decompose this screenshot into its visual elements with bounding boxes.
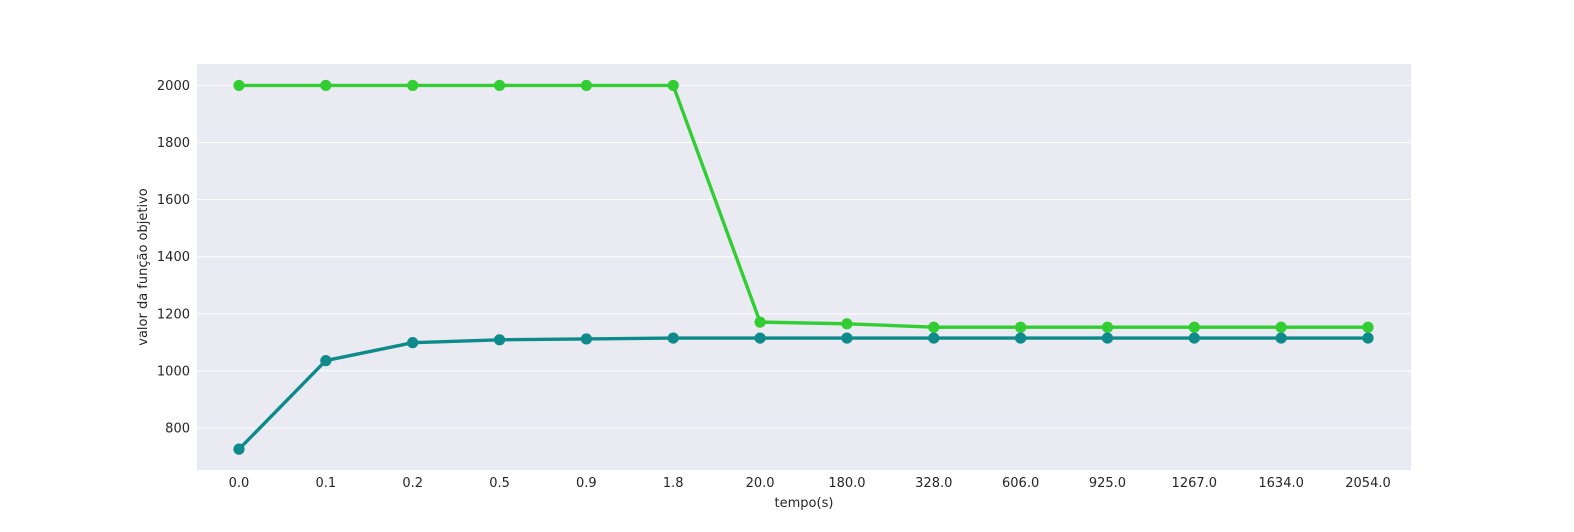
y-tick-label: 1800: [157, 136, 190, 151]
x-tick-label: 328.0: [915, 476, 952, 491]
x-tick-label: 925.0: [1089, 476, 1126, 491]
x-tick-label: 0.1: [316, 476, 337, 491]
data-point: [754, 332, 766, 344]
y-tick-label: 1600: [157, 193, 190, 208]
y-tick-label: 1200: [157, 307, 190, 322]
x-tick-label: 2054.0: [1345, 476, 1391, 491]
y-axis-ticks: 800 1000 1200 1400 1600 1800 2000: [157, 79, 190, 437]
x-tick-label: 0.0: [229, 476, 250, 491]
data-point: [1101, 321, 1114, 333]
series-1: [233, 79, 1374, 333]
data-point: [1275, 332, 1287, 344]
data-point: [1015, 321, 1027, 333]
data-point: [841, 332, 853, 344]
data-point: [1101, 332, 1114, 344]
x-axis-title: tempo(s): [775, 496, 834, 511]
x-tick-label: 1267.0: [1172, 476, 1218, 491]
x-tick-label: 0.9: [576, 476, 597, 491]
data-point: [1188, 332, 1200, 344]
x-tick-label: 0.5: [489, 476, 510, 491]
series-line: [237, 336, 1370, 451]
x-tick-label: 0.2: [402, 476, 423, 491]
data-point: [407, 79, 419, 92]
series-2: [233, 332, 1374, 455]
series-line: [237, 83, 1370, 329]
data-point: [1015, 332, 1027, 344]
data-point: [320, 79, 332, 92]
data-point: [754, 316, 766, 328]
data-point: [493, 79, 506, 92]
data-point: [1275, 321, 1287, 333]
x-tick-label: 1.8: [663, 476, 684, 491]
data-point: [667, 79, 679, 92]
plot-area: [197, 64, 1411, 470]
data-point: [928, 332, 940, 344]
data-point: [233, 443, 245, 455]
data-point: [580, 333, 592, 345]
x-tick-label: 20.0: [746, 476, 775, 491]
data-point: [233, 79, 245, 92]
x-tick-label: 180.0: [828, 476, 865, 491]
x-axis-ticks: 0.0 0.1 0.2 0.5 0.9 1.8 20.0 180.0 328.0 606.0 925…: [229, 476, 1391, 491]
y-tick-label: 800: [165, 422, 190, 437]
y-axis-title: valor da função objetivo: [136, 188, 151, 346]
data-point: [320, 355, 332, 367]
x-tick-label: 1634.0: [1258, 476, 1304, 491]
data-point: [493, 334, 506, 346]
data-point: [841, 318, 853, 330]
y-tick-label: 1400: [157, 250, 190, 265]
data-point: [667, 332, 679, 344]
series-layer: [233, 79, 1374, 455]
data-point: [407, 337, 419, 349]
data-point: [1188, 321, 1200, 333]
data-point: [580, 79, 592, 92]
data-point: [1362, 332, 1374, 344]
y-tick-label: 1000: [157, 364, 190, 379]
y-tick-label: 2000: [157, 79, 190, 94]
data-point: [928, 321, 940, 333]
data-point: [1362, 321, 1374, 333]
x-tick-label: 606.0: [1002, 476, 1039, 491]
